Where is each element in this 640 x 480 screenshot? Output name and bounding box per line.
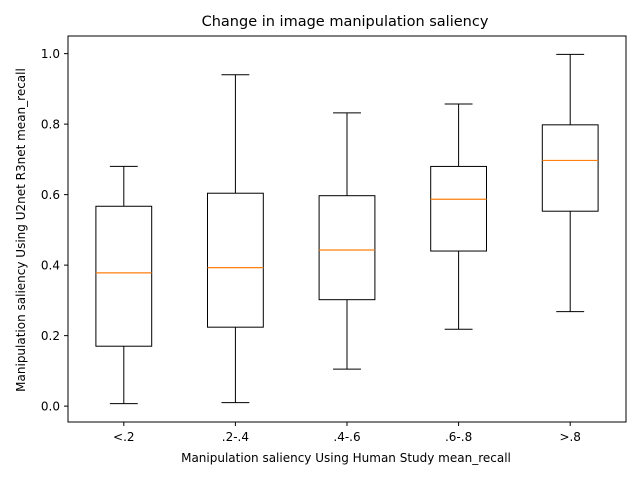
x-tick-label: .4-.6 (333, 430, 360, 444)
box-iqr (207, 192, 264, 328)
box-iqr (430, 165, 488, 252)
box-iqr (318, 195, 376, 301)
x-tick-label: >.8 (559, 430, 581, 444)
y-tick-label: 0.6 (41, 188, 60, 202)
box-iqr (541, 124, 599, 212)
box-5 (541, 53, 599, 313)
y-tick-label: 0.4 (41, 259, 60, 273)
box-iqr (95, 205, 153, 347)
axes-frame (67, 35, 627, 423)
y-tick-label: 0.8 (41, 118, 60, 132)
box-1 (95, 165, 153, 405)
y-tick-label: 0.2 (41, 329, 60, 343)
x-axis: <.2 .2-.4 .4-.6 .6-.8 >.8 (113, 422, 581, 444)
box-3 (318, 112, 376, 370)
plot-area (95, 53, 599, 405)
y-axis-label: Manipulation saliency Using U2net R3net … (14, 68, 28, 392)
box-4 (430, 103, 488, 330)
chart-title: Change in image manipulation saliency (202, 14, 489, 30)
x-tick-label: <.2 (113, 430, 135, 444)
y-axis: 0.0 0.2 0.4 0.6 0.8 1.0 (41, 47, 68, 414)
x-axis-label: Manipulation saliency Using Human Study … (181, 451, 511, 465)
x-tick-label: .2-.4 (222, 430, 249, 444)
y-tick-label: 1.0 (41, 47, 60, 61)
box-2 (207, 74, 264, 404)
y-tick-label: 0.0 (41, 400, 60, 414)
x-tick-label: .6-.8 (445, 430, 472, 444)
